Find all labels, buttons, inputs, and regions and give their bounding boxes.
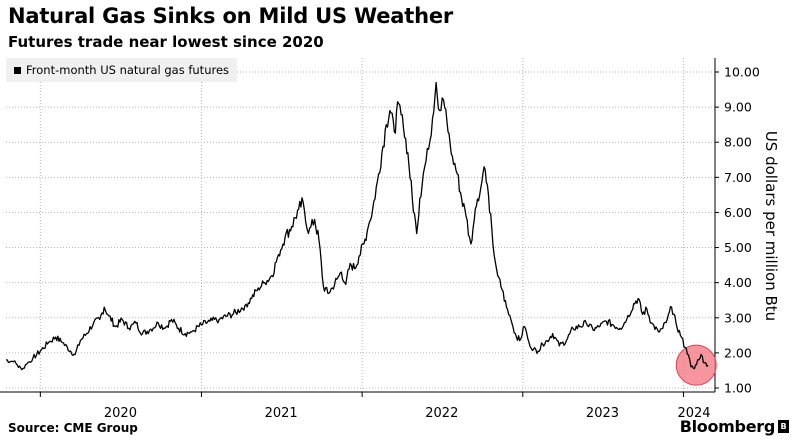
y-tick-label: 2.00 xyxy=(724,345,752,360)
y-tick-label: 7.00 xyxy=(724,170,752,185)
bloomberg-mark-icon: B xyxy=(778,420,789,433)
chart-title: Natural Gas Sinks on Mild US Weather xyxy=(8,4,454,28)
y-tick-label: 5.00 xyxy=(724,240,752,255)
y-tick-label: 9.00 xyxy=(724,100,752,115)
chart-subtitle: Futures trade near lowest since 2020 xyxy=(8,33,324,51)
y-tick-label: 8.00 xyxy=(724,135,752,150)
y-tick-label: 10.00 xyxy=(724,65,760,80)
x-tick-label: 2024 xyxy=(677,406,710,421)
legend-swatch xyxy=(14,66,21,74)
y-tick-label: 4.00 xyxy=(724,275,752,290)
source-note: Source: CME Group xyxy=(8,421,138,435)
chart-legend: Front-month US natural gas futures xyxy=(6,58,238,82)
x-tick-label: 2023 xyxy=(586,406,619,421)
y-axis-title: US dollars per million Btu xyxy=(762,131,780,321)
legend-label: Front-month US natural gas futures xyxy=(26,63,230,77)
series-line-natural-gas xyxy=(6,81,709,371)
x-tick-label: 2022 xyxy=(425,406,458,421)
y-tick-label: 3.00 xyxy=(724,310,752,325)
x-tick-label: 2021 xyxy=(265,406,298,421)
y-tick-label: 1.00 xyxy=(724,381,752,396)
x-tick-label: 2020 xyxy=(104,406,137,421)
bloomberg-logo: Bloomberg xyxy=(679,417,776,436)
y-tick-label: 6.00 xyxy=(724,205,752,220)
